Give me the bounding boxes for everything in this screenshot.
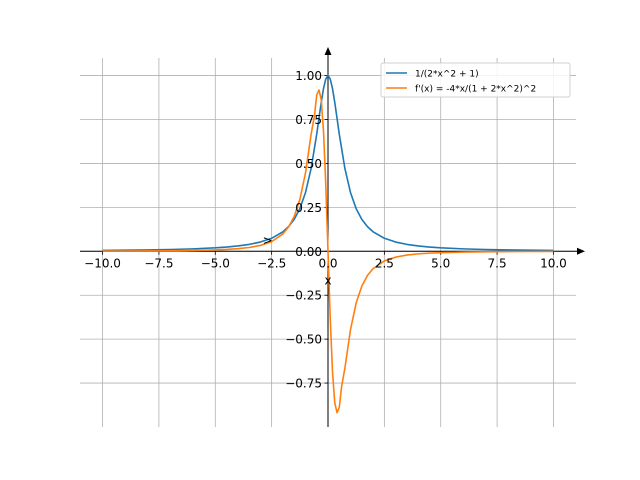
x-tick-label: −7.5 [144, 256, 173, 270]
y-tick-label: 0.75 [295, 113, 322, 127]
legend: 1/(2*x^2 + 1) f'(x) = -4*x/(1 + 2*x^2)^2 [380, 62, 571, 98]
x-axis-arrow-icon [577, 247, 585, 255]
x-axis-label: x [324, 273, 331, 287]
annotation-mark: > [263, 233, 273, 247]
legend-box [380, 62, 571, 98]
x-tick-label: 10.0 [540, 256, 567, 270]
y-tick-label: −0.75 [285, 377, 322, 391]
y-tick-label: 0.50 [295, 157, 322, 171]
series-line-1 [102, 74, 554, 252]
x-tick-label: 0.0 [318, 256, 337, 270]
series-line-2 [102, 89, 554, 414]
legend-label-1: 1/(2*x^2 + 1) [415, 70, 479, 80]
x-tick-label: −5.0 [201, 256, 230, 270]
x-tick-label: −10.0 [84, 256, 121, 270]
y-tick-label: 0.00 [295, 245, 322, 259]
y-tick-label: −0.25 [285, 289, 322, 303]
series-lines [102, 74, 554, 414]
x-tick-label: 7.5 [488, 256, 507, 270]
legend-label-2: f'(x) = -4*x/(1 + 2*x^2)^2 [415, 85, 536, 95]
x-tick-label: 5.0 [431, 256, 450, 270]
tick-labels: −10.0 −7.5 −5.0 −2.5 0.0 2.5 5.0 7.5 10.0 −0.75 −0… [84, 69, 567, 391]
x-tick-label: −2.5 [257, 256, 286, 270]
y-tick-label: 0.25 [295, 201, 322, 215]
y-tick-label: −0.50 [285, 333, 322, 347]
y-axis-arrow-icon [324, 47, 332, 55]
x-tick-label: 2.5 [375, 256, 394, 270]
y-tick-label: 1.00 [295, 69, 322, 83]
